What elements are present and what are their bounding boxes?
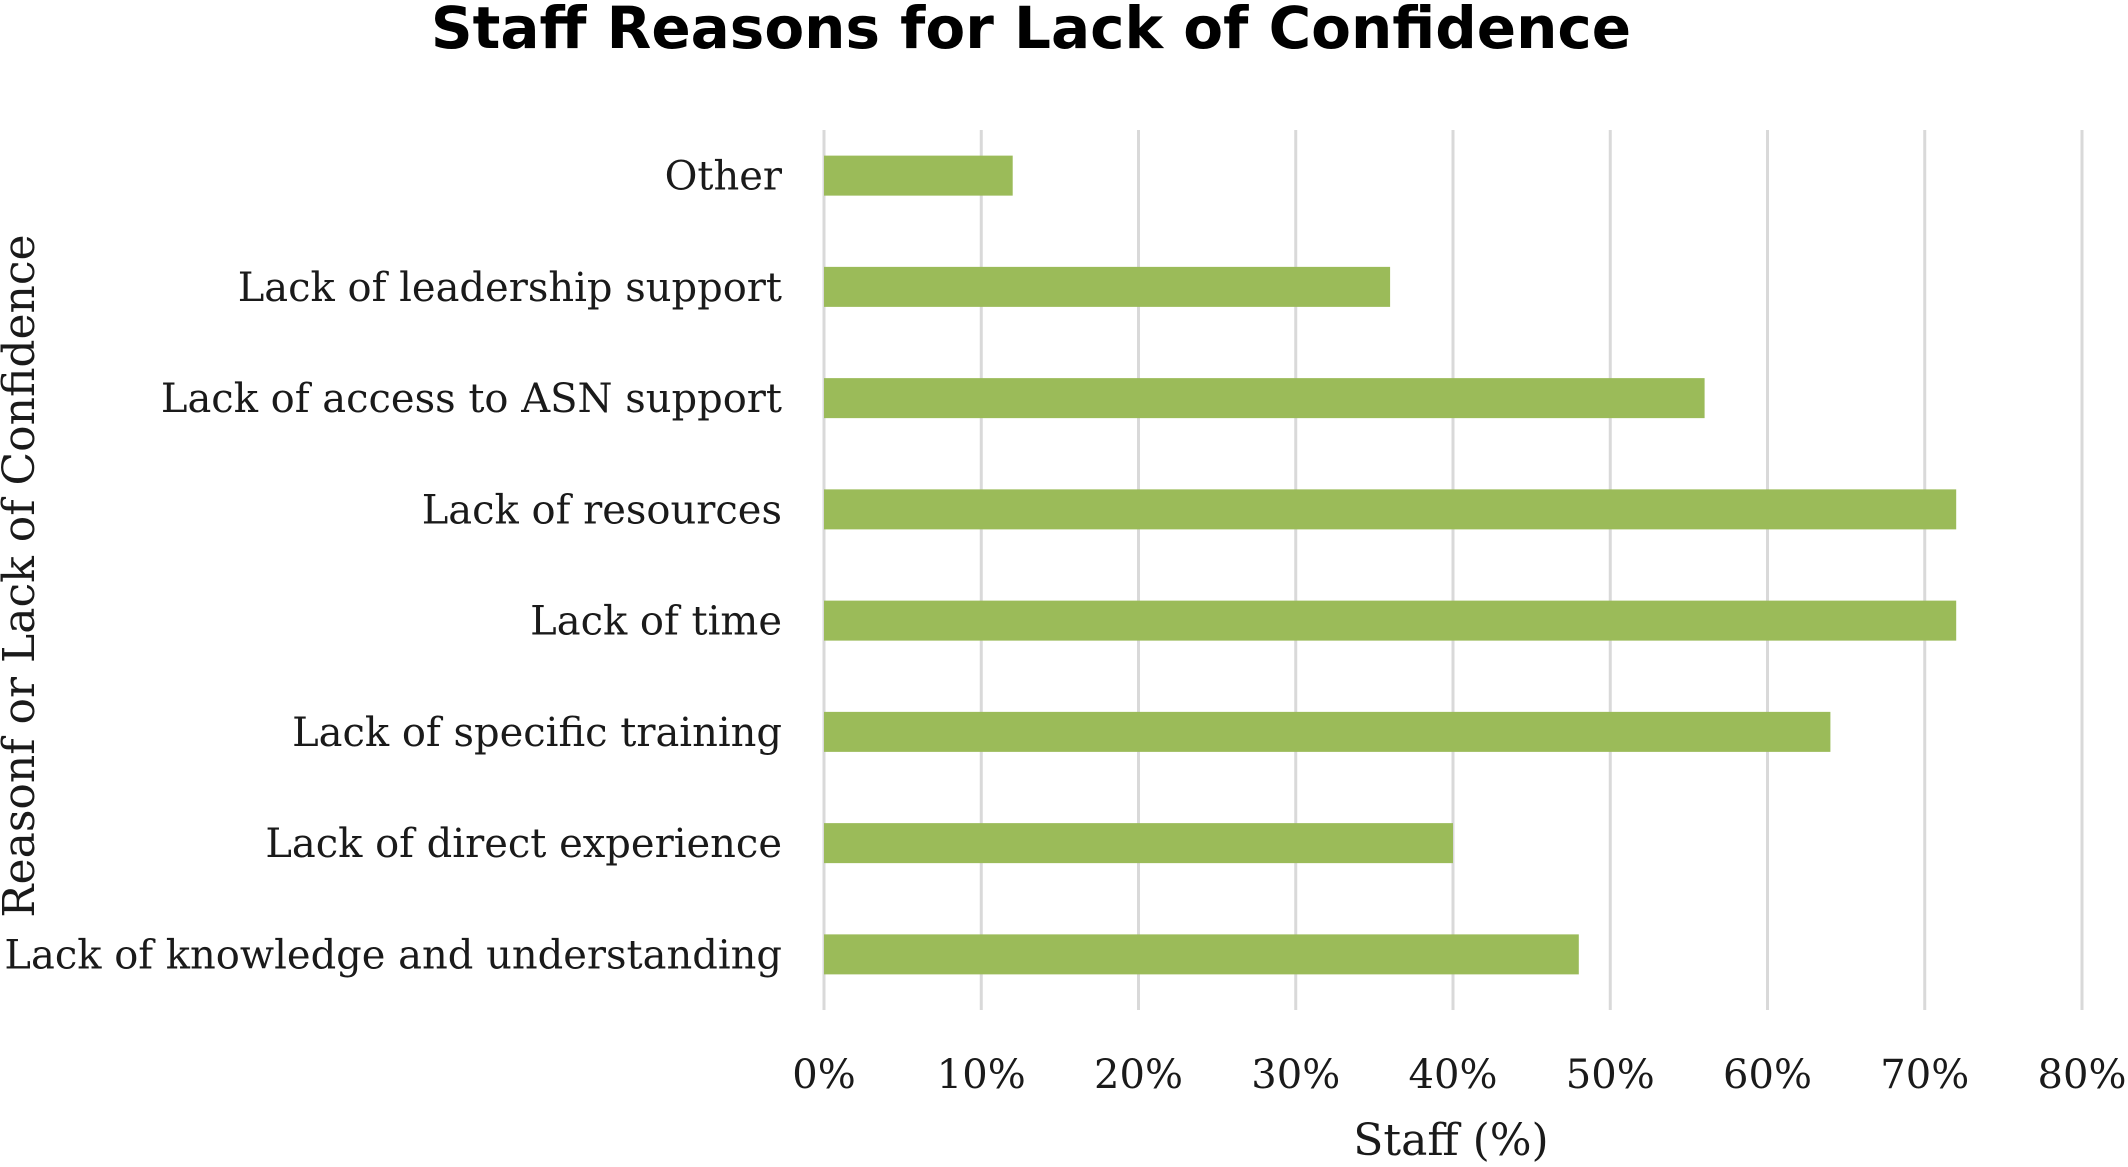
x-tick-label: 60% [1723,1052,1812,1098]
x-tick-labels: 0% 10% 20% 30% 40% 50% 60% 70% 80% [792,1052,2126,1098]
bar [824,711,1831,752]
category-label: Lack of time [530,599,782,645]
bar [824,934,1579,975]
x-tick-label: 20% [1094,1052,1183,1098]
category-label: Lack of resources [422,487,782,533]
bar [824,155,1013,196]
category-labels: Other Lack of leadership support Lack of a… [4,154,782,979]
bar [824,823,1453,864]
category-label: Lack of knowledge and understanding [4,932,782,978]
chart-title: Staff Reasons for Lack of Confidence [431,0,1631,62]
x-tick-label: 70% [1880,1052,1969,1098]
category-label: Lack of access to ASN support [161,376,782,422]
x-tick-label: 40% [1409,1052,1498,1098]
category-label: Lack of leadership support [238,265,782,311]
category-label: Lack of specific training [292,710,782,756]
category-label: Lack of direct experience [265,821,782,867]
x-tick-label: 50% [1566,1052,1655,1098]
x-tick-label: 80% [2038,1052,2127,1098]
y-axis-title: Reasonf or Lack of Confidence [0,234,45,917]
gridlines [822,130,2084,1010]
category-label: Other [665,154,783,200]
bar [824,378,1705,419]
x-axis-title: Staff (%) [1353,1115,1548,1166]
bar [824,266,1391,307]
bar [824,489,1957,530]
bars [824,155,1957,975]
x-tick-label: 0% [792,1052,855,1098]
x-tick-label: 10% [937,1052,1026,1098]
bar [824,600,1957,641]
x-tick-label: 30% [1251,1052,1340,1098]
